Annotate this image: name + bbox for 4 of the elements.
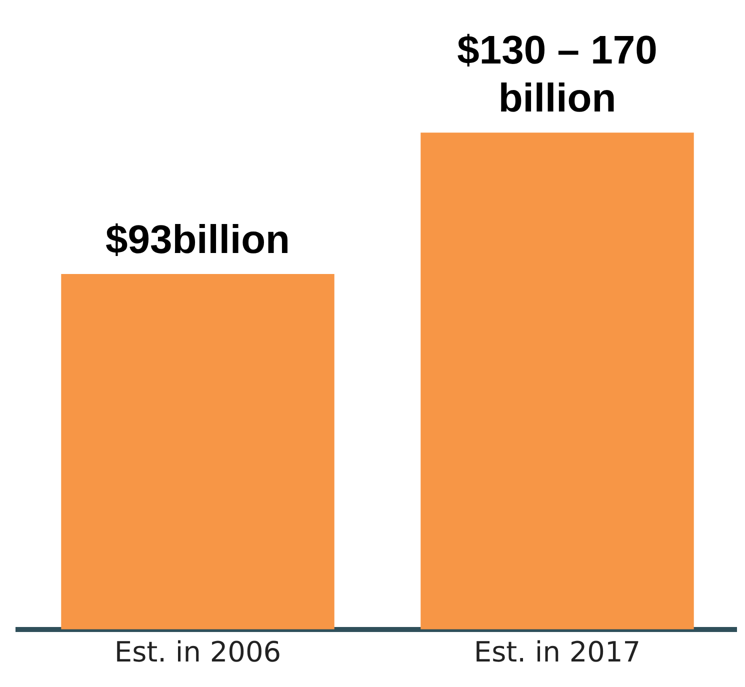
x-tick-label: Est. in 2017 [474,635,641,668]
data-label: $93billion [106,218,290,262]
data-label: $130 – 170 billion [457,28,658,121]
x-tick-label: Est. in 2006 [114,635,282,668]
